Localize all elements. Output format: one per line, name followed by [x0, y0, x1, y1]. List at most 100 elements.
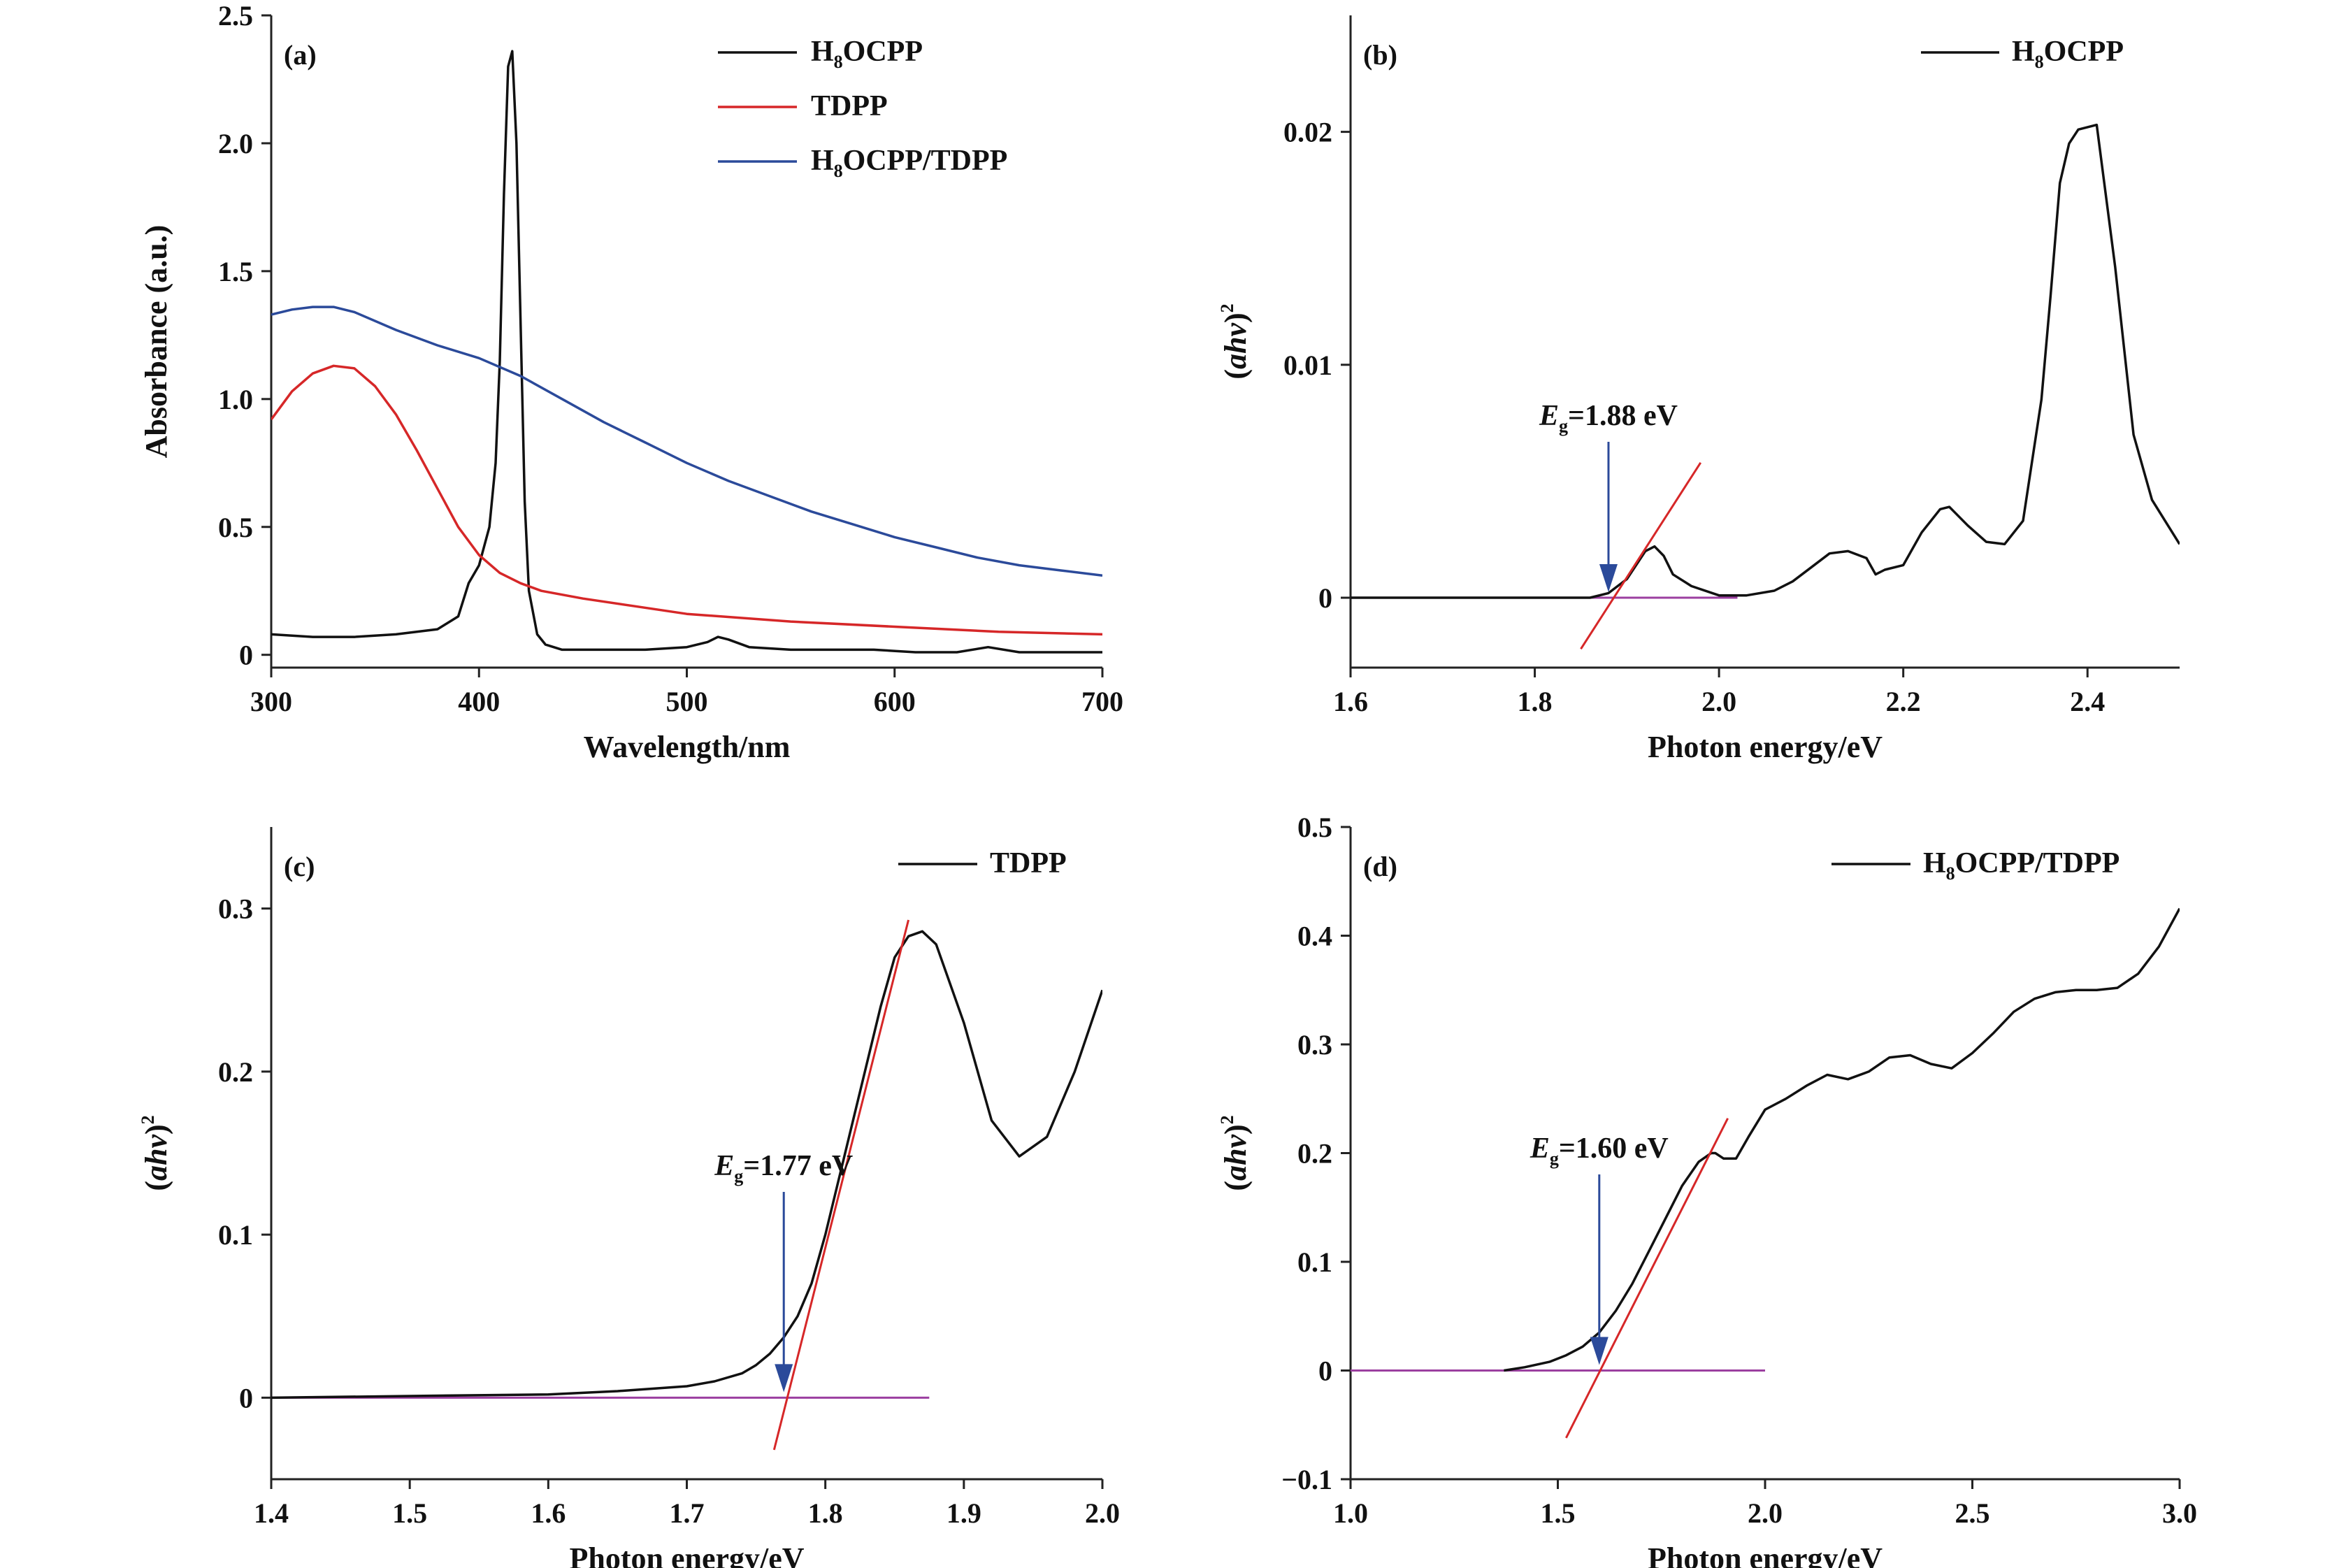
y-tick-label: 0 — [239, 640, 253, 671]
text-span: E — [1539, 400, 1559, 432]
x-tick-label: 700 — [1081, 686, 1123, 717]
tangent-line — [1565, 1118, 1729, 1439]
x-tick-label: 500 — [666, 686, 708, 717]
text-span: =1.60 eV — [1559, 1132, 1669, 1165]
y-axis-label: (ahv)2 — [1217, 1115, 1253, 1191]
x-tick-label: 2.5 — [1955, 1497, 1990, 1529]
y-tick-label: 2.0 — [218, 128, 253, 159]
panel-b: 1.6 1.8 2.0 2.2 2.4 0 0.01 0.02 Photon energy/eV… — [1217, 15, 2180, 764]
annotation-arrow-head — [1599, 564, 1618, 593]
y-tick-label: 0.5 — [1297, 812, 1332, 843]
text-span: ) — [1218, 1124, 1253, 1135]
text-span: 2 — [138, 1115, 158, 1124]
x-tick-label: 300 — [250, 686, 292, 717]
text-span: 8 — [834, 161, 843, 181]
y-tick-label: −0.1 — [1281, 1464, 1332, 1495]
y-tick-label: 2.5 — [218, 0, 253, 31]
text-span: 8 — [2035, 52, 2044, 72]
x-tick-label: 600 — [874, 686, 916, 717]
panel-label: (c) — [284, 851, 315, 882]
text-span: ) — [139, 1124, 173, 1135]
x-tick-label: 1.5 — [392, 1497, 427, 1529]
x-tick-label: 1.6 — [1333, 686, 1368, 717]
text-span: H — [811, 36, 834, 68]
series-line — [1351, 123, 2180, 599]
x-axis-label: Wavelength/nm — [584, 730, 791, 764]
text-span: ( — [1218, 369, 1253, 380]
text-span: 8 — [1946, 863, 1955, 884]
y-axis-label: Absorbance (a.u.) — [139, 225, 173, 459]
x-axis-label: Photon energy/eV — [1648, 1541, 1883, 1568]
legend-label: TDPP — [990, 847, 1067, 879]
tangent-line — [772, 919, 910, 1451]
plot-area — [1351, 907, 2180, 1439]
x-tick-label: 2.2 — [1886, 686, 1921, 717]
y-tick-label: 0.1 — [218, 1219, 253, 1251]
text-span: ) — [1218, 312, 1253, 323]
x-tick-label: 2.0 — [1748, 1497, 1783, 1529]
x-tick-label: 2.0 — [1701, 686, 1736, 717]
series-line — [1504, 907, 2180, 1372]
text-span: g — [734, 1166, 743, 1186]
text-span: E — [1530, 1132, 1550, 1165]
panel-label: (a) — [284, 39, 317, 71]
x-tick-label: 1.8 — [808, 1497, 843, 1529]
y-tick-label: 0 — [239, 1382, 253, 1414]
y-tick-label: 0 — [1318, 582, 1332, 614]
series-line — [271, 50, 1102, 654]
text-span: ahv — [1218, 323, 1253, 369]
y-tick-label: 0.4 — [1297, 921, 1332, 952]
x-axis-label: Photon energy/eV — [569, 1541, 804, 1568]
plot-area — [271, 919, 1102, 1451]
text-span: g — [1559, 416, 1568, 436]
annotation-arrow-head — [1590, 1337, 1608, 1365]
text-span: TDPP — [811, 90, 888, 122]
x-tick-label: 1.9 — [947, 1497, 981, 1529]
panel-d: 1.0 1.5 2.0 2.5 3.0 −0.1 0 0.1 0.2 0.3 0.4 0.5 Photo… — [1217, 812, 2197, 1568]
legend-label: H8OCPP — [2012, 36, 2124, 72]
text-span: 2 — [1217, 1115, 1237, 1124]
y-axis-label: (ahv)2 — [1217, 303, 1253, 379]
text-span: =1.88 eV — [1568, 400, 1678, 432]
series-line — [271, 930, 1102, 1400]
panel-label: (b) — [1363, 39, 1397, 71]
panel-c: 1.4 1.5 1.6 1.7 1.8 1.9 2.0 0 0.1 0.2 0.3 Photon en… — [138, 827, 1120, 1568]
y-tick-label: 1.5 — [218, 256, 253, 287]
panel-a: 300 400 500 600 700 0 0.5 1.0 1.5 2.0 2.5 Wavelengt… — [139, 0, 1123, 764]
text-span: OCPP/TDPP — [843, 145, 1008, 177]
y-tick-label: 0.2 — [218, 1056, 253, 1088]
legend-label: H8OCPP/TDPP — [1923, 847, 2120, 884]
plot-area — [1351, 123, 2180, 650]
text-span: g — [1550, 1149, 1559, 1169]
y-tick-label: 0.01 — [1283, 350, 1332, 381]
series-line — [271, 364, 1102, 636]
text-span: ahv — [139, 1135, 173, 1181]
y-tick-label: 0.3 — [218, 893, 253, 925]
text-span: H — [811, 145, 834, 177]
x-tick-label: 1.4 — [254, 1497, 289, 1529]
x-tick-label: 1.6 — [531, 1497, 566, 1529]
y-tick-label: 0 — [1318, 1355, 1332, 1387]
y-tick-label: 0.3 — [1297, 1029, 1332, 1060]
y-tick-label: 0.2 — [1297, 1138, 1332, 1170]
series-line — [271, 305, 1102, 577]
text-span: ( — [139, 1181, 173, 1191]
legend-label: H8OCPP/TDPP — [811, 145, 1007, 181]
text-span: TDPP — [990, 847, 1067, 879]
legend-label: H8OCPP — [811, 36, 923, 72]
legend-label: TDPP — [811, 90, 888, 122]
x-axis-label: Photon energy/eV — [1648, 730, 1883, 764]
panel-label: (d) — [1363, 851, 1397, 882]
x-tick-label: 1.8 — [1518, 686, 1553, 717]
text-span: 8 — [834, 52, 843, 72]
x-tick-label: 400 — [458, 686, 500, 717]
x-tick-label: 3.0 — [2162, 1497, 2197, 1529]
x-tick-label: 1.7 — [670, 1497, 705, 1529]
text-span: ( — [1218, 1181, 1253, 1191]
text-span: E — [714, 1150, 734, 1182]
text-span: 2 — [1217, 303, 1237, 312]
text-span: OCPP/TDPP — [1955, 847, 2120, 879]
annotation-text: Eg=1.88 eV — [1539, 400, 1678, 436]
plot-area — [271, 50, 1102, 654]
